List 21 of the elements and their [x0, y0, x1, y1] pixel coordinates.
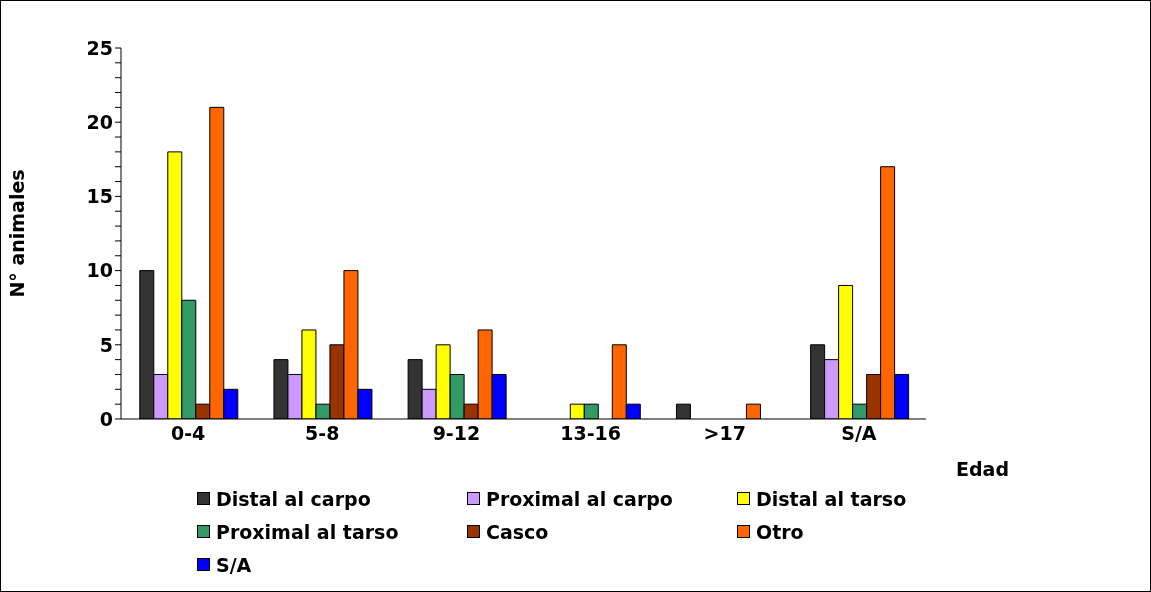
y-tick-label: 0 — [99, 407, 113, 430]
y-tick-label: 5 — [99, 333, 113, 356]
legend-label: Proximal al carpo — [486, 487, 673, 510]
y-tick-label: 10 — [86, 259, 113, 282]
legend-label: S/A — [216, 553, 252, 576]
y-tick-label: 25 — [86, 36, 113, 59]
x-tick-label: S/A — [841, 422, 877, 445]
y-tick-label: 15 — [86, 185, 113, 208]
y-axis-title: N° animales — [5, 169, 28, 298]
legend-label: Otro — [756, 520, 804, 543]
x-axis-title: Edad — [956, 458, 1010, 480]
x-tick-label: 0-4 — [170, 422, 206, 445]
legend-label: Casco — [486, 520, 549, 543]
legend-label: Distal al carpo — [216, 487, 371, 510]
x-tick-label: 13-16 — [560, 422, 621, 445]
legend-label: Proximal al tarso — [216, 520, 399, 543]
x-tick-label: 5-8 — [305, 422, 340, 445]
legend-label: Distal al tarso — [756, 487, 907, 510]
x-tick-label: 9-12 — [432, 422, 481, 445]
x-tick-label: >17 — [703, 422, 746, 445]
y-tick-label: 20 — [86, 110, 113, 133]
